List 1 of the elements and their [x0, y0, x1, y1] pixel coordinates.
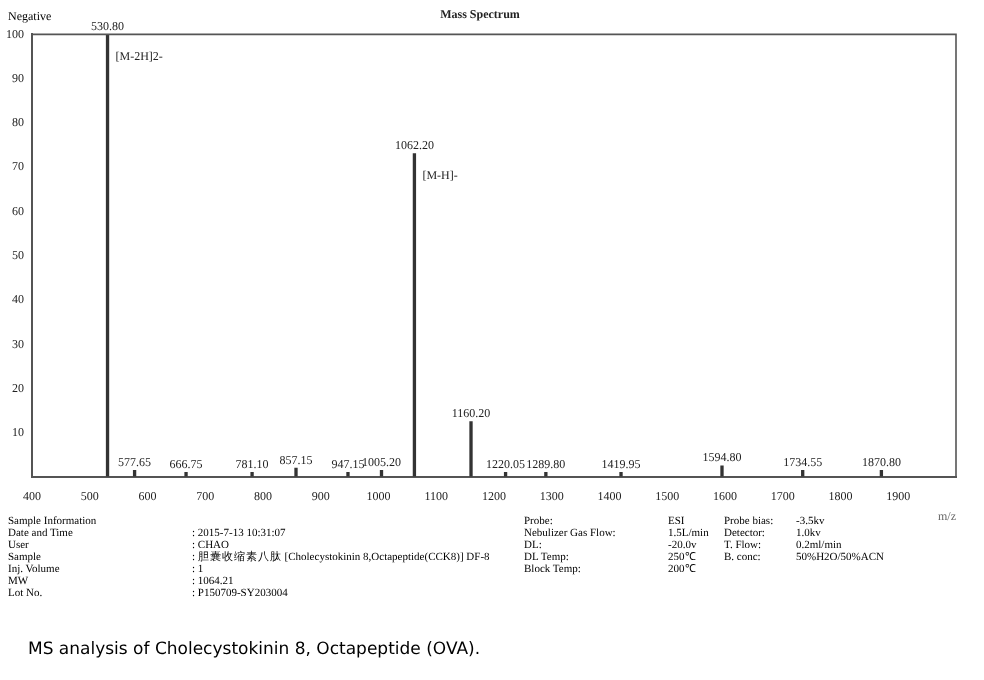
text: MS analysis of Cholecystokinin 8, Octapeptide (OVA). — [28, 640, 481, 660]
